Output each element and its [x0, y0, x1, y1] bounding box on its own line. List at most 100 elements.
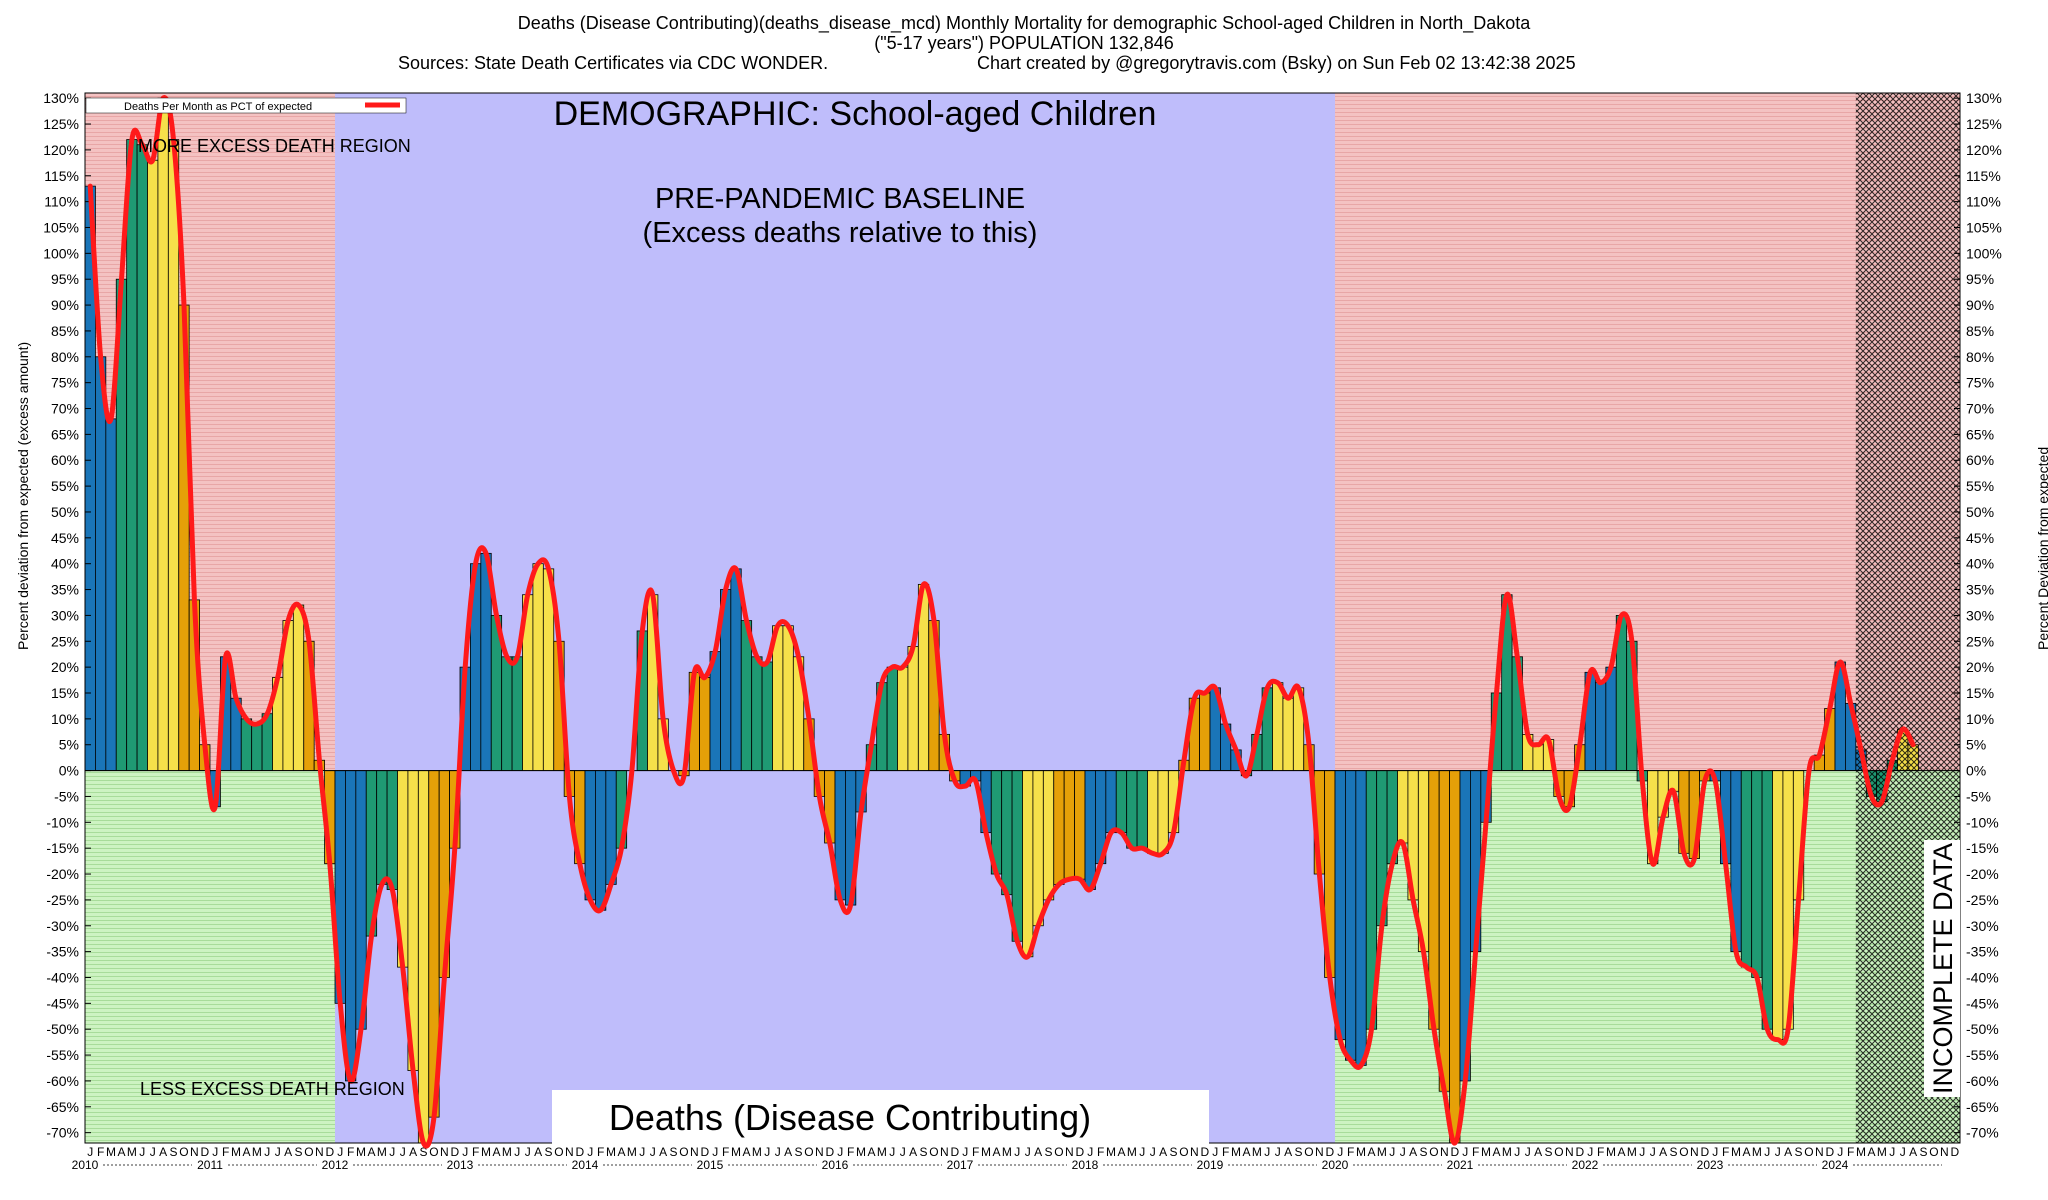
x-month-label: J	[712, 1145, 718, 1159]
x-month-label: O	[429, 1145, 438, 1159]
x-month-label: A	[1909, 1145, 1917, 1159]
x-month-label: M	[856, 1145, 866, 1159]
x-month-label: N	[1315, 1145, 1324, 1159]
bar-2018-6	[1136, 770, 1148, 849]
y-tick-label-left: 50%	[51, 504, 79, 520]
y-tick-label-left: -15%	[46, 840, 79, 856]
x-month-label: M	[252, 1145, 262, 1159]
x-month-label: A	[1534, 1145, 1542, 1159]
x-month-label: M	[106, 1145, 116, 1159]
x-month-label: J	[1525, 1145, 1531, 1159]
x-month-label: O	[1054, 1145, 1063, 1159]
y-tick-label-right: 20%	[1966, 659, 1994, 675]
x-month-label: S	[1295, 1145, 1303, 1159]
y-tick-label-right: -25%	[1966, 892, 1999, 908]
y-tick-label-right: -15%	[1966, 840, 1999, 856]
x-month-label: A	[742, 1145, 750, 1159]
x-month-label: F	[1222, 1145, 1229, 1159]
x-month-label: J	[212, 1145, 218, 1159]
bar-2010-9	[167, 139, 180, 771]
y-tick-label-left: 115%	[44, 168, 79, 184]
x-month-label: J	[462, 1145, 468, 1159]
y-tick-label-right: 100%	[1966, 245, 2002, 261]
bar-2020-2	[1345, 770, 1357, 1061]
x-month-label: M	[377, 1145, 387, 1159]
y-tick-label-left: -25%	[46, 892, 79, 908]
x-month-label: A	[117, 1145, 125, 1159]
x-month-label: M	[1127, 1145, 1137, 1159]
y-tick-label-right: 75%	[1966, 375, 1994, 391]
chart-title: Deaths (Disease Contributing)(deaths_dis…	[517, 13, 1531, 33]
y-tick-label-right: 30%	[1966, 607, 1994, 623]
y-tick-label-left: -5%	[54, 788, 79, 804]
y-tick-label-left: 105%	[43, 219, 79, 235]
x-year-label: 2011	[197, 1158, 223, 1172]
x-month-label: A	[1284, 1145, 1292, 1159]
x-month-label: M	[1627, 1145, 1637, 1159]
x-month-label: J	[1764, 1145, 1770, 1159]
baseline-annotation-2: (Excess deaths relative to this)	[643, 217, 1038, 249]
y-tick-label-left: 55%	[51, 478, 79, 494]
x-month-label: J	[1889, 1145, 1895, 1159]
y-tick-label-right: -20%	[1966, 866, 1999, 882]
bar-2012-9	[417, 770, 430, 1144]
more-excess-annotation: MORE EXCESS DEATH REGION	[138, 136, 411, 156]
y-tick-label-left: 65%	[51, 426, 79, 442]
y-tick-label-right: 85%	[1966, 323, 1994, 339]
x-month-label: S	[795, 1145, 803, 1159]
x-month-label: S	[1170, 1145, 1178, 1159]
y-tick-label-left: 20%	[51, 659, 79, 675]
x-month-label: J	[1712, 1145, 1718, 1159]
y-tick-label-left: -10%	[46, 814, 79, 830]
x-month-label: M	[1502, 1145, 1512, 1159]
bar-2012-2	[345, 770, 357, 1082]
x-month-label: F	[847, 1145, 854, 1159]
y-tick-label-right: 65%	[1966, 426, 1994, 442]
bar-2022-2	[1595, 682, 1607, 771]
y-tick-label-left: 10%	[51, 711, 79, 727]
bar-2011-4	[240, 718, 253, 771]
x-month-label: A	[909, 1145, 917, 1159]
x-month-label: D	[825, 1145, 834, 1159]
metric-label-box	[552, 1090, 1209, 1144]
x-month-label: O	[1679, 1145, 1688, 1159]
x-month-label: O	[1804, 1145, 1813, 1159]
x-month-label: D	[700, 1145, 709, 1159]
x-month-label: D	[1700, 1145, 1709, 1159]
x-month-label: N	[1940, 1145, 1949, 1159]
bar-2015-6	[761, 661, 773, 771]
bar-2018-4	[1115, 770, 1128, 834]
y-tick-label-left: 90%	[51, 297, 79, 313]
x-month-label: M	[231, 1145, 241, 1159]
x-month-label: A	[367, 1145, 375, 1159]
y-tick-label-right: 60%	[1966, 452, 1994, 468]
y-tick-label-right: -10%	[1966, 814, 1999, 830]
bar-2014-12	[699, 677, 711, 771]
x-month-label: F	[1472, 1145, 1479, 1159]
bar-2015-5	[751, 656, 763, 771]
x-month-label: J	[775, 1145, 781, 1159]
x-month-label: J	[337, 1145, 343, 1159]
x-month-label: J	[264, 1145, 270, 1159]
bar-2010-5	[126, 139, 138, 771]
x-year-label: 2010	[72, 1158, 99, 1172]
y-tick-label-left: 95%	[51, 271, 79, 287]
bar-2010-3	[105, 418, 117, 771]
y-tick-label-right: 95%	[1966, 271, 1994, 287]
x-month-label: S	[1420, 1145, 1428, 1159]
x-month-label: A	[1659, 1145, 1667, 1159]
x-month-label: M	[1377, 1145, 1387, 1159]
x-month-label: F	[722, 1145, 729, 1159]
x-month-label: N	[565, 1145, 574, 1159]
x-month-label: M	[356, 1145, 366, 1159]
x-month-label: J	[1087, 1145, 1093, 1159]
y-tick-label-right: 10%	[1966, 711, 1994, 727]
x-month-label: O	[1429, 1145, 1438, 1159]
x-month-label: D	[1825, 1145, 1834, 1159]
y-tick-label-left: 125%	[43, 116, 79, 132]
y-tick-label-left: -55%	[46, 1047, 79, 1063]
y-tick-label-left: 100%	[43, 245, 79, 261]
bar-2017-10	[1053, 770, 1065, 885]
y-tick-label-left: 15%	[51, 685, 79, 701]
x-month-label: M	[752, 1145, 762, 1159]
